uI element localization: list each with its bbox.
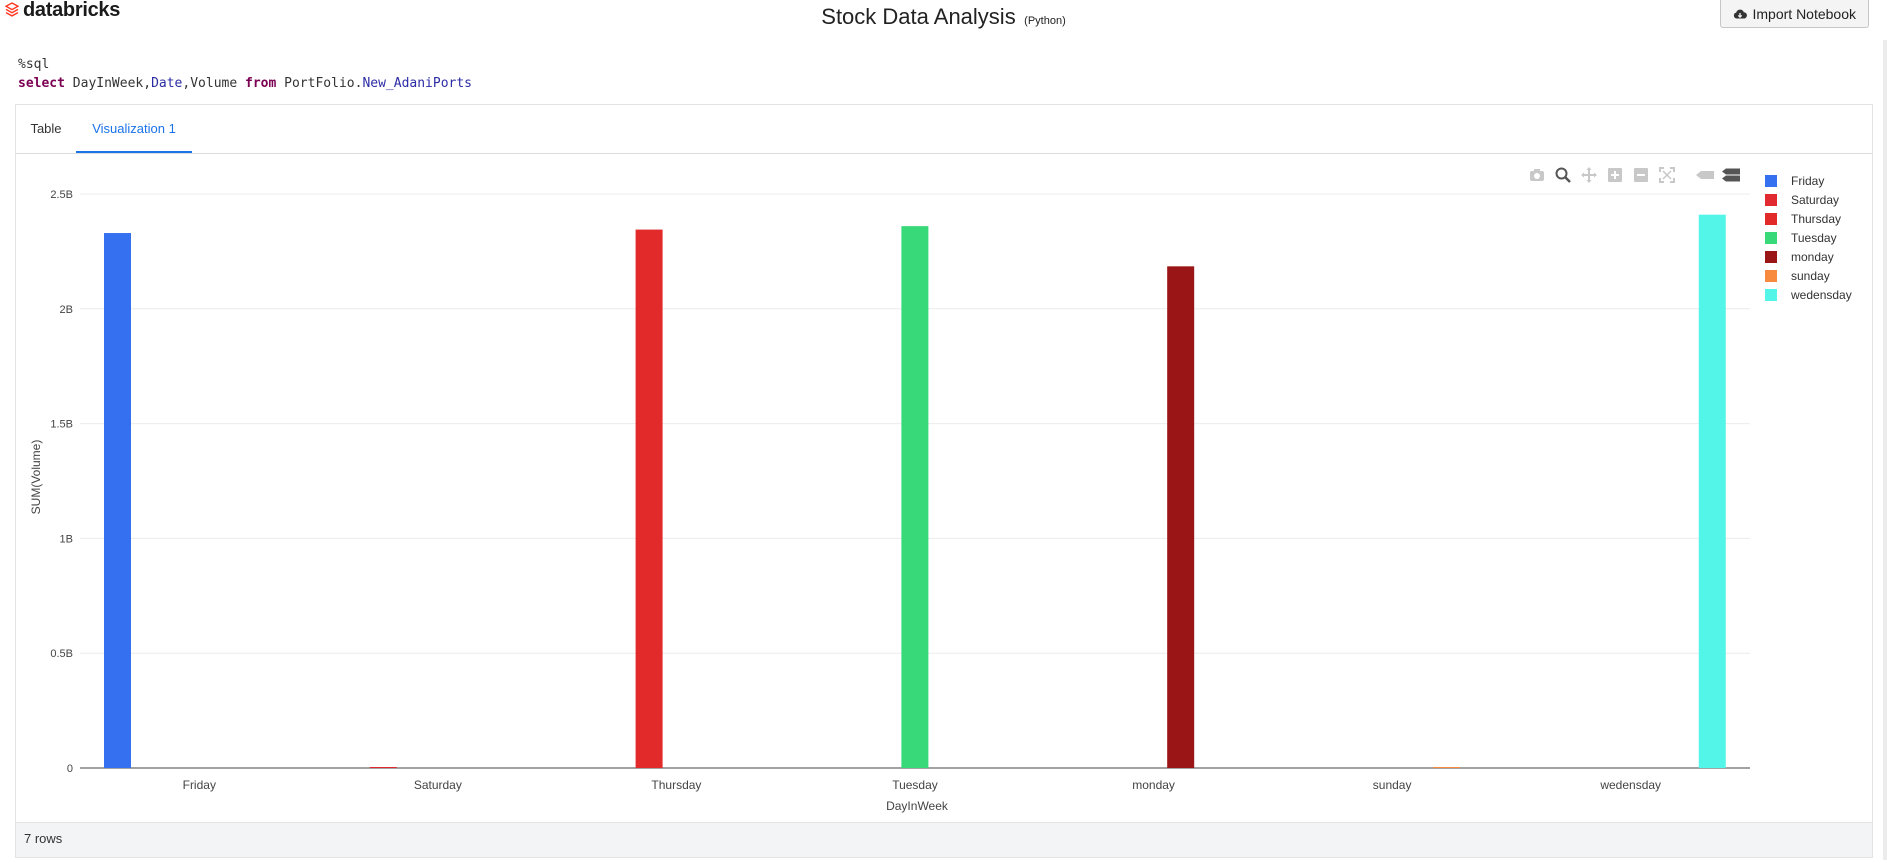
x-axis-title: DayInWeek [886,799,949,813]
chart-legend: Friday Saturday Thursday Tuesday monday sunda… [1765,171,1852,304]
legend-label: sunday [1791,268,1830,283]
zoom-in-icon[interactable] [1606,166,1624,184]
brand-name: databricks [23,0,121,21]
results-footer: 7 rows [16,822,1872,857]
x-tick-label: Thursday [651,778,701,792]
y-tick-label: 0 [67,763,73,775]
result-tabs: Table Visualization 1 [16,105,1872,154]
legend-swatch [1765,288,1777,301]
legend-label: Friday [1791,173,1825,188]
legend-label: Thursday [1791,211,1842,226]
y-tick-label: 1B [60,533,73,545]
page-scrollbar[interactable] [1883,40,1887,860]
x-tick-label: monday [1132,778,1175,792]
sql-code-cell[interactable]: %sql select DayInWeek,Date,Volume from P… [18,55,472,93]
compare-hover-icon[interactable] [1722,166,1740,184]
autoscale-icon[interactable] [1658,166,1676,184]
x-tick-label: Friday [183,778,216,792]
tab-table[interactable]: Table [30,121,62,136]
zoom-out-icon[interactable] [1632,166,1650,184]
chart-toolbar [1528,166,1740,184]
bar-tuesday[interactable] [901,226,929,769]
code-line-query: select DayInWeek,Date,Volume from PortFo… [18,74,472,93]
legend-swatch [1765,193,1777,206]
legend-swatch [1765,174,1777,187]
databricks-logo-icon [5,2,19,17]
legend-swatch [1765,212,1777,225]
bar-friday[interactable] [104,233,131,769]
camera-icon[interactable] [1528,166,1546,184]
x-tick-label: Tuesday [892,778,938,792]
legend-item-monday[interactable]: monday [1765,247,1852,266]
bar-wedensday[interactable] [1698,214,1726,768]
x-tick-label: wedensday [1599,778,1661,792]
y-tick-label: 0.5B [50,648,73,660]
x-axis: Friday Saturday Thursday Tuesday monday sunda… [183,778,1661,792]
legend-label: monday [1791,249,1834,264]
legend-item-wedensday[interactable]: wedensday [1765,285,1852,304]
legend-label: wedensday [1791,287,1852,302]
bar-sunday[interactable] [1432,767,1460,768]
chart-bars [104,214,1726,769]
pan-icon[interactable] [1580,166,1598,184]
code-keyword-from: from [245,76,277,91]
bar-monday[interactable] [1167,266,1195,768]
notebook-title: Stock Data Analysis (Python) [0,4,1887,30]
code-keyword-select: select [18,76,65,91]
legend-label: Saturday [1791,192,1840,207]
x-tick-label: sunday [1373,778,1412,792]
import-notebook-label: Import Notebook [1752,5,1857,22]
y-axis: 0 0.5B 1B 1.5B 2B 2.5B [50,189,73,775]
legend-item-tuesday[interactable]: Tuesday [1765,228,1852,247]
bar-thursday[interactable] [635,229,663,768]
bar-chart: Friday Saturday Thursday Tuesday monday sunda… [29,189,1750,813]
cloud-download-icon [1733,9,1747,18]
import-notebook-button[interactable]: Import Notebook [1719,0,1869,28]
notebook-language: (Python) [1024,15,1066,27]
y-axis-title: SUM(Volume) [29,440,43,515]
notebook-title-text: Stock Data Analysis [821,4,1016,29]
legend-swatch [1765,231,1777,244]
code-schema: PortFolio. [284,76,363,91]
code-line-magic: %sql [18,57,50,72]
y-tick-label: 2B [60,304,73,316]
bar-saturday[interactable] [369,767,397,768]
zoom-icon[interactable] [1554,166,1572,184]
legend-item-friday[interactable]: Friday [1765,171,1852,190]
tab-visualization-1[interactable]: Visualization 1 [76,105,192,153]
x-tick-label: Saturday [414,778,462,792]
results-panel: Table Visualization 1 7 rows [15,104,1873,858]
legend-item-sunday[interactable]: sunday [1765,266,1852,285]
spike-lines-icon[interactable] [1696,166,1714,184]
row-count: 7 rows [24,831,63,846]
code-column-date: Date [151,76,183,91]
y-tick-label: 1.5B [50,419,73,431]
databricks-logo: databricks [5,0,121,21]
legend-label: Tuesday [1791,230,1837,245]
legend-item-saturday[interactable]: Saturday [1765,190,1852,209]
code-table-name: New_AdaniPorts [362,76,473,91]
code-column-dayinweek: DayInWeek, [72,76,152,91]
legend-swatch [1765,269,1777,282]
legend-item-thursday[interactable]: Thursday [1765,209,1852,228]
y-tick-label: 2.5B [50,189,73,201]
legend-swatch [1765,250,1777,263]
code-column-volume: ,Volume [182,76,238,91]
